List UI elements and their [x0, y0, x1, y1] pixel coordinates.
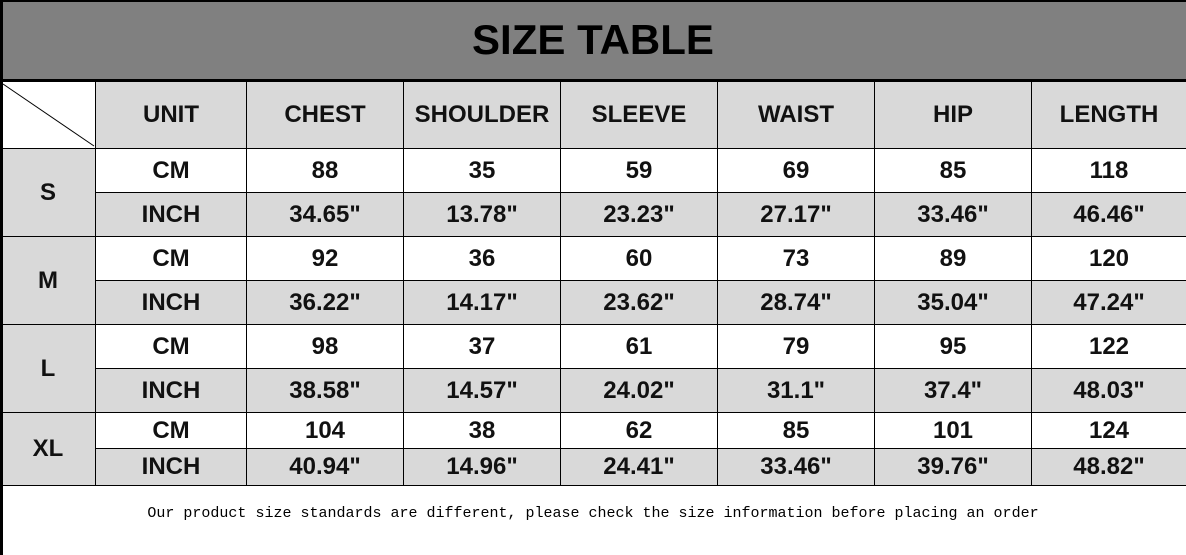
measurement-cell: 35 — [403, 148, 561, 193]
measurement-cell: 36.22" — [246, 280, 404, 325]
measurement-cell: 34.65" — [246, 192, 404, 237]
unit-cell: CM — [95, 324, 247, 369]
unit-cell: INCH — [95, 192, 247, 237]
measurement-cell: 95 — [874, 324, 1032, 369]
measurement-cell: 120 — [1031, 236, 1186, 281]
measurement-cell: 79 — [717, 324, 875, 369]
table-row: XL CM 104 38 62 85 101 124 — [0, 412, 1186, 486]
measurement-cell: 85 — [717, 412, 875, 449]
measurement-cell: 48.82" — [1031, 448, 1186, 486]
measurement-cell: 48.03" — [1031, 368, 1186, 413]
header-waist: WAIST — [717, 81, 875, 149]
measurement-cell: 60 — [560, 236, 718, 281]
size-label: M — [0, 236, 96, 325]
table-row: INCH 34.65" 13.78" 23.23" 27.17" 33.46" 46.46" — [1, 192, 1186, 237]
unit-cell: CM — [95, 148, 247, 193]
measurement-cell: 59 — [560, 148, 718, 193]
measurement-cell: 104 — [246, 412, 404, 449]
table-row: S CM 88 35 59 69 85 118 — [0, 148, 1186, 237]
size-label: L — [0, 324, 96, 413]
measurement-cell: 36 — [403, 236, 561, 281]
measurement-cell: 24.41" — [560, 448, 718, 486]
measurement-cell: 47.24" — [1031, 280, 1186, 325]
measurement-cell: 37.4" — [874, 368, 1032, 413]
header-length: LENGTH — [1031, 81, 1186, 149]
diagonal-line — [2, 83, 95, 147]
measurement-cell: 88 — [246, 148, 404, 193]
table-row: L CM 98 37 61 79 95 122 — [0, 324, 1186, 413]
header-unit: UNIT — [95, 81, 247, 149]
measurement-cell: 35.04" — [874, 280, 1032, 325]
measurement-cell: 13.78" — [403, 192, 561, 237]
measurement-cell: 101 — [874, 412, 1032, 449]
page-title: SIZE TABLE — [0, 0, 1186, 81]
measurement-cell: 31.1" — [717, 368, 875, 413]
footer-note: Our product size standards are different… — [147, 504, 1039, 522]
measurement-cell: 14.17" — [403, 280, 561, 325]
size-label: XL — [0, 412, 96, 486]
table-row: INCH 38.58" 14.57" 24.02" 31.1" 37.4" 48.03" — [1, 368, 1186, 413]
measurement-cell: 92 — [246, 236, 404, 281]
size-label: S — [0, 148, 96, 237]
table-row: M CM 92 36 60 73 89 120 — [0, 236, 1186, 325]
measurement-cell: 73 — [717, 236, 875, 281]
measurement-cell: 33.46" — [717, 448, 875, 486]
measurement-cell: 33.46" — [874, 192, 1032, 237]
measurement-cell: 28.74" — [717, 280, 875, 325]
measurement-cell: 85 — [874, 148, 1032, 193]
measurement-cell: 23.23" — [560, 192, 718, 237]
unit-cell: INCH — [95, 448, 247, 486]
measurement-cell: 98 — [246, 324, 404, 369]
measurement-cell: 38.58" — [246, 368, 404, 413]
header-row: UNIT CHEST SHOULDER SLEEVE WAIST HIP LEN… — [0, 81, 1186, 149]
measurement-cell: 39.76" — [874, 448, 1032, 486]
measurement-cell: 24.02" — [560, 368, 718, 413]
table-row: INCH 36.22" 14.17" 23.62" 28.74" 35.04" 47.24" — [1, 280, 1186, 325]
measurement-cell: 38 — [403, 412, 561, 449]
measurement-cell: 61 — [560, 324, 718, 369]
unit-cell: INCH — [95, 280, 247, 325]
size-table: UNIT CHEST SHOULDER SLEEVE WAIST HIP LEN… — [0, 81, 1186, 486]
diagonal-corner-cell — [0, 81, 96, 149]
header-sleeve: SLEEVE — [560, 81, 718, 149]
measurement-cell: 89 — [874, 236, 1032, 281]
measurement-cell: 122 — [1031, 324, 1186, 369]
measurement-cell: 14.96" — [403, 448, 561, 486]
measurement-cell: 118 — [1031, 148, 1186, 193]
measurement-cell: 37 — [403, 324, 561, 369]
measurement-cell: 23.62" — [560, 280, 718, 325]
table-row: INCH 40.94" 14.96" 24.41" 33.46" 39.76" 48.82" — [1, 448, 1186, 486]
measurement-cell: 40.94" — [246, 448, 404, 486]
unit-cell: CM — [95, 412, 247, 449]
